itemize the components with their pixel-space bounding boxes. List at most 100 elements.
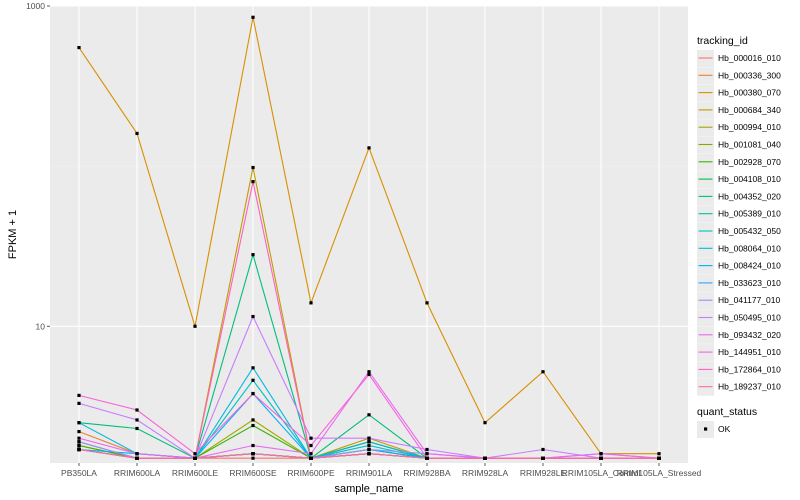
data-point	[251, 456, 255, 460]
data-point	[135, 418, 139, 422]
data-point	[309, 456, 313, 460]
data-point	[135, 131, 139, 136]
x-tick-label: RRIM600SE	[229, 468, 277, 478]
x-tick-label: RRIM105LA_Control	[562, 468, 641, 478]
data-point	[367, 447, 371, 452]
data-point	[77, 393, 81, 398]
legend-label: Hb_000380_070	[718, 88, 781, 98]
data-point	[135, 452, 139, 456]
data-point	[309, 301, 313, 305]
legend-label: Hb_000336_300	[718, 70, 781, 80]
data-point	[425, 301, 429, 305]
x-tick-label: RRIM600LA	[114, 468, 161, 478]
data-point	[541, 456, 545, 460]
data-point	[77, 447, 81, 452]
legend-label: Hb_002928_070	[718, 157, 781, 167]
legend-label: Hb_033623_010	[718, 278, 781, 288]
legend-label: Hb_001081_040	[718, 140, 781, 150]
y-axis: 10 1000	[26, 1, 50, 331]
data-point	[309, 452, 313, 456]
data-point	[309, 436, 313, 440]
data-points	[77, 15, 661, 460]
data-point	[77, 436, 81, 440]
data-point	[77, 421, 81, 425]
legend-label: Hb_005389_010	[718, 209, 781, 219]
data-point	[77, 45, 81, 50]
legend-label: Hb_050495_010	[718, 313, 781, 323]
data-point	[251, 423, 255, 428]
legend-label: Hb_008424_010	[718, 261, 781, 271]
data-point	[367, 440, 371, 444]
data-point	[367, 443, 371, 448]
data-point	[367, 413, 371, 417]
data-point	[425, 447, 429, 452]
data-point	[251, 180, 255, 184]
x-tick-label: RRIM600PE	[287, 468, 335, 478]
data-point	[193, 324, 197, 328]
legend-label: Hb_000994_010	[718, 122, 781, 132]
y-tick-label: 10	[36, 321, 46, 331]
data-point	[251, 378, 255, 382]
x-tick-label: RRIM928LE	[520, 468, 567, 478]
x-axis: PB350LA RRIM600LA RRIM600LE RRIM600SE RRIM60…	[61, 463, 702, 478]
shape-legend-symbol	[704, 427, 708, 431]
data-point	[251, 366, 255, 370]
shape-legend-title: quant_status	[697, 406, 757, 418]
data-point	[77, 429, 81, 434]
data-point	[251, 391, 255, 396]
data-point	[135, 408, 139, 412]
legend-label: Hb_005432_050	[718, 226, 781, 236]
shape-legend-items: OK	[697, 421, 731, 438]
data-point	[425, 452, 429, 456]
data-point	[599, 452, 603, 456]
data-point	[251, 443, 255, 448]
data-point	[193, 452, 197, 456]
data-point	[425, 456, 429, 460]
legend: tracking_id Hb_000016_010Hb_000336_300Hb…	[697, 35, 781, 438]
legend-title: tracking_id	[697, 35, 748, 47]
data-point	[541, 370, 545, 374]
data-point	[251, 15, 255, 19]
legend-label: Hb_172864_010	[718, 364, 781, 374]
legend-label: Hb_004352_020	[718, 191, 781, 201]
data-point	[483, 456, 487, 460]
legend-label: Hb_004108_010	[718, 174, 781, 184]
data-point	[135, 426, 139, 431]
data-point	[367, 436, 371, 440]
data-point	[483, 421, 487, 425]
data-point	[77, 401, 81, 405]
x-tick-label: RRIM928LA	[462, 468, 509, 478]
x-tick-label: RRIM928BA	[403, 468, 451, 478]
data-point	[77, 440, 81, 444]
legend-label: Hb_008064_010	[718, 243, 781, 253]
data-point	[309, 443, 313, 448]
x-tick-label: RRIM901LA	[346, 468, 393, 478]
data-point	[367, 452, 371, 456]
grid	[50, 5, 688, 463]
data-point	[657, 452, 661, 456]
y-tick-label: 1000	[26, 1, 45, 11]
data-point	[541, 447, 545, 452]
data-point	[657, 456, 661, 460]
x-axis-title: sample_name	[334, 483, 403, 495]
data-point	[135, 456, 139, 460]
x-tick-label: RRIM600LE	[172, 468, 219, 478]
data-point	[251, 253, 255, 257]
legend-label: Hb_041177_010	[718, 295, 781, 305]
legend-label: Hb_189237_010	[718, 382, 781, 392]
y-axis-title: FPKM + 1	[7, 210, 19, 259]
data-point	[251, 165, 255, 170]
legend-items: Hb_000016_010 Hb_000336_300 Hb_000380_070 H…	[697, 50, 781, 396]
legend-label: Hb_000684_340	[718, 105, 781, 115]
data-point	[367, 146, 371, 150]
legend-label: Hb_093432_020	[718, 330, 781, 340]
legend-label: Hb_144951_010	[718, 347, 781, 357]
x-tick-label: RRIM105LA_Stressed	[617, 468, 702, 478]
data-point	[367, 372, 371, 377]
x-tick-label: PB350LA	[61, 468, 97, 478]
data-point	[251, 314, 255, 319]
shape-legend-label: OK	[718, 424, 731, 434]
data-point	[193, 456, 197, 460]
legend-label: Hb_000016_010	[718, 53, 781, 63]
